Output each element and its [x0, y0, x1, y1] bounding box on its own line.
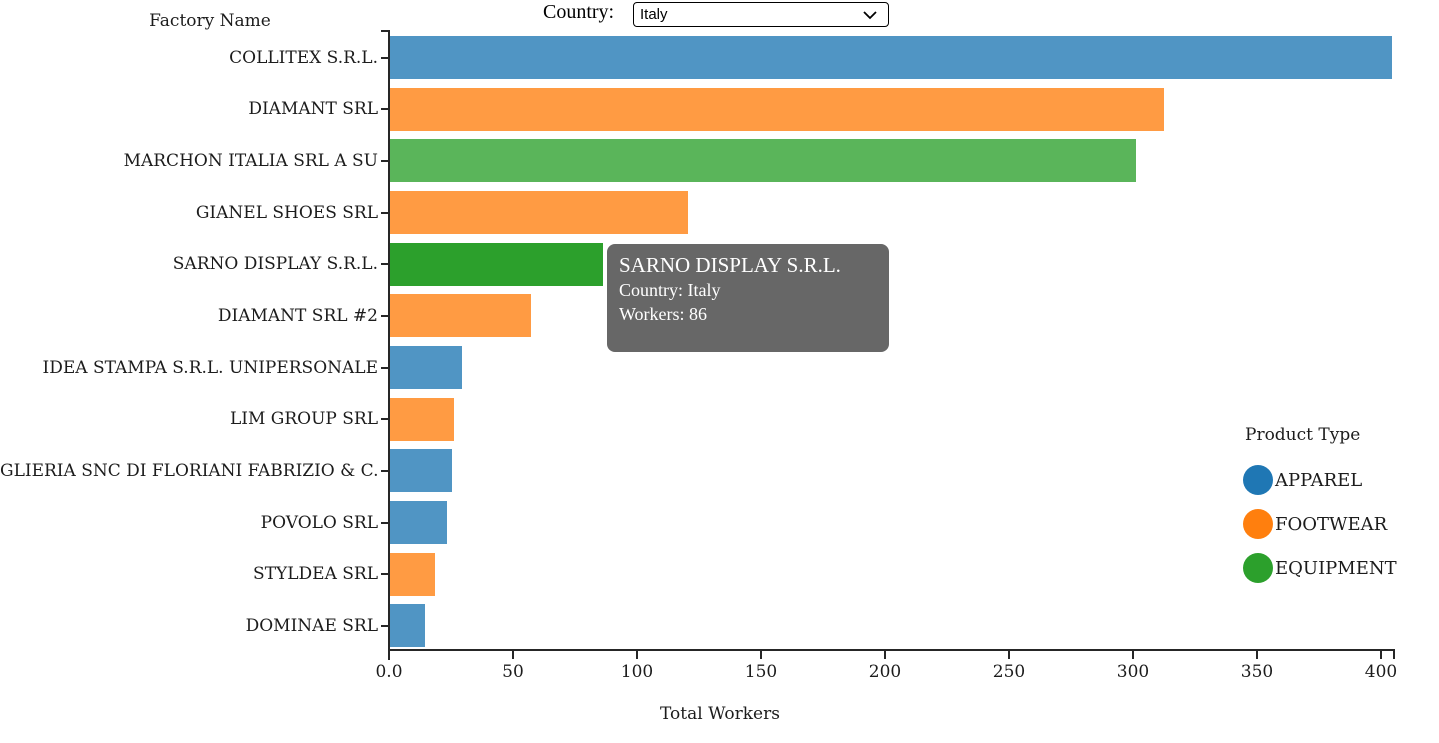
- bar-apparel[interactable]: [390, 449, 452, 492]
- y-tick: [381, 263, 388, 265]
- bar-equipment[interactable]: [390, 243, 603, 286]
- tooltip-country: Country: Italy: [619, 278, 877, 302]
- bar-footwear[interactable]: [390, 398, 454, 441]
- category-label: MARCHON ITALIA SRL A SU: [0, 150, 378, 172]
- legend-label: EQUIPMENT: [1275, 558, 1397, 579]
- category-label: LIM GROUP SRL: [0, 408, 378, 430]
- legend-label: APPAREL: [1275, 470, 1362, 491]
- x-tick: [1008, 651, 1010, 659]
- tooltip-factory-name: SARNO DISPLAY S.R.L.: [619, 252, 877, 278]
- legend-item-footwear: FOOTWEAR: [1243, 509, 1387, 539]
- x-tick: [636, 651, 638, 659]
- legend-item-apparel: APPAREL: [1243, 465, 1362, 495]
- category-label: COLLITEX S.R.L.: [0, 47, 378, 69]
- y-tick: [381, 315, 388, 317]
- x-tick: [884, 651, 886, 659]
- bar-equipment[interactable]: [390, 139, 1136, 182]
- legend-item-equipment: EQUIPMENT: [1243, 553, 1397, 583]
- category-label: STYLDEA SRL: [0, 563, 378, 585]
- y-tick: [381, 57, 388, 59]
- bar-apparel[interactable]: [390, 604, 425, 647]
- bar-tooltip: SARNO DISPLAY S.R.L. Country: Italy Work…: [607, 244, 889, 352]
- bar-footwear[interactable]: [390, 294, 531, 337]
- bar-footwear[interactable]: [390, 553, 435, 596]
- bar-apparel[interactable]: [390, 346, 462, 389]
- y-tick: [381, 212, 388, 214]
- category-label: IDEA STAMPA S.R.L. UNIPERSONALE: [0, 357, 378, 379]
- y-tick: [381, 418, 388, 420]
- legend-swatch-icon: [1243, 553, 1273, 583]
- y-axis-title: Factory Name: [120, 11, 300, 31]
- country-select-label: Country:: [543, 1, 614, 24]
- x-tick: [1380, 651, 1382, 659]
- category-label: POVOLO SRL: [0, 512, 378, 534]
- category-label: GIANEL SHOES SRL: [0, 202, 378, 224]
- legend-title: Product Type: [1245, 425, 1360, 445]
- category-label: GLIERIA SNC DI FLORIANI FABRIZIO & C.: [0, 460, 378, 482]
- x-tick-label: 250: [969, 662, 1049, 682]
- x-tick-label: 400: [1341, 662, 1421, 682]
- y-axis-end-cap: [381, 30, 388, 32]
- x-tick: [388, 651, 390, 659]
- x-tick: [512, 651, 514, 659]
- x-tick-label: 50: [473, 662, 553, 682]
- x-axis-line: [388, 649, 1395, 651]
- x-axis-title: Total Workers: [620, 704, 820, 724]
- x-tick: [1132, 651, 1134, 659]
- x-tick-label: 200: [845, 662, 925, 682]
- y-tick: [381, 367, 388, 369]
- country-select[interactable]: Italy: [633, 2, 889, 27]
- legend-swatch-icon: [1243, 509, 1273, 539]
- x-tick: [760, 651, 762, 659]
- legend-swatch-icon: [1243, 465, 1273, 495]
- x-tick-label: 100: [597, 662, 677, 682]
- category-label: DIAMANT SRL: [0, 98, 378, 120]
- y-tick: [381, 573, 388, 575]
- x-tick-label: 350: [1217, 662, 1297, 682]
- category-label: DOMINAE SRL: [0, 615, 378, 637]
- x-tick-label: 0.0: [349, 662, 429, 682]
- y-tick: [381, 470, 388, 472]
- category-label: DIAMANT SRL #2: [0, 305, 378, 327]
- bar-apparel[interactable]: [390, 501, 447, 544]
- legend-label: FOOTWEAR: [1275, 514, 1387, 535]
- bar-footwear[interactable]: [390, 88, 1164, 131]
- x-tick-label: 300: [1093, 662, 1173, 682]
- bar-footwear[interactable]: [390, 191, 688, 234]
- x-axis-end-cap: [1393, 649, 1395, 659]
- y-tick: [381, 160, 388, 162]
- y-tick: [381, 108, 388, 110]
- y-tick: [381, 625, 388, 627]
- x-tick-label: 150: [721, 662, 801, 682]
- tooltip-workers: Workers: 86: [619, 302, 877, 326]
- y-tick: [381, 522, 388, 524]
- x-tick: [1256, 651, 1258, 659]
- bar-apparel[interactable]: [390, 36, 1392, 79]
- category-label: SARNO DISPLAY S.R.L.: [0, 253, 378, 275]
- factory-workers-chart: Country: Italy Factory Name Total Worker…: [0, 0, 1439, 743]
